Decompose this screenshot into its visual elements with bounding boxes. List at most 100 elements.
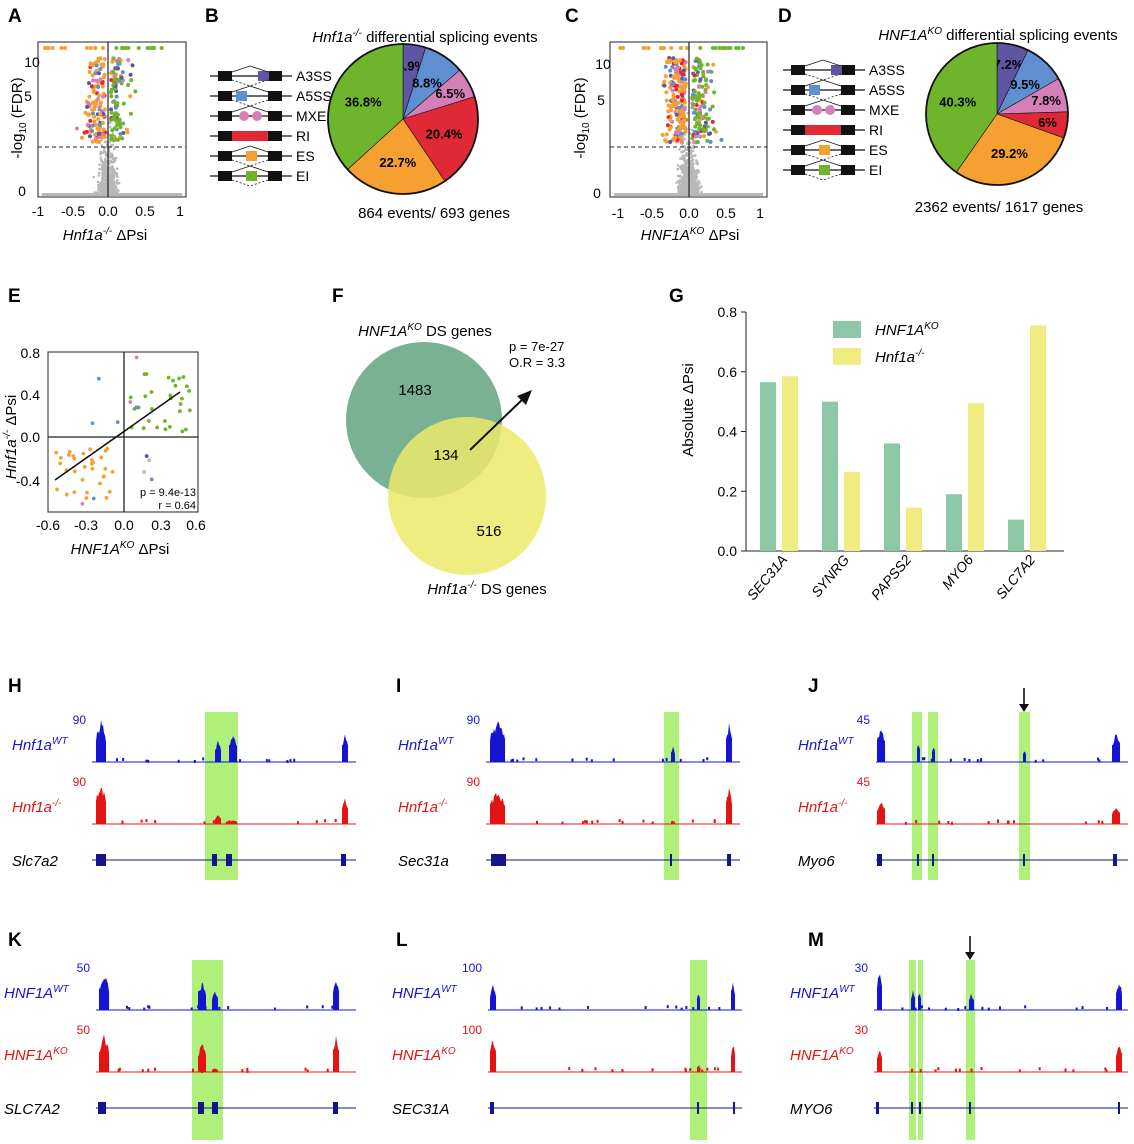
highlight-region bbox=[192, 960, 223, 1140]
scatter-point bbox=[173, 383, 178, 388]
nonsig-point bbox=[99, 156, 103, 160]
scatter-point bbox=[187, 408, 192, 413]
nonsig-point bbox=[97, 171, 101, 175]
sig-point bbox=[101, 112, 106, 117]
sig-point bbox=[670, 82, 675, 87]
sig-point bbox=[96, 85, 101, 90]
nonsig-point bbox=[692, 182, 695, 186]
pie-slice-label: 40.3% bbox=[939, 95, 976, 110]
scatter-point bbox=[163, 427, 168, 432]
sig-point bbox=[664, 90, 669, 95]
sig-point bbox=[663, 74, 668, 79]
track-panel-h: 90 Hnf1aWT 90 Hnf1a-/- Slc7a2 bbox=[12, 712, 356, 880]
coverage-peak bbox=[731, 982, 735, 1010]
sig-point bbox=[128, 72, 133, 77]
scatter-point bbox=[80, 501, 85, 506]
bar-papss2-mouse bbox=[906, 507, 922, 551]
venn-diagram-f: HNF1AKO DS genes 1483 134 516 p = 7e-27 … bbox=[346, 322, 565, 598]
event-type-ri: RI bbox=[210, 128, 310, 144]
saturated-point bbox=[84, 46, 89, 50]
sig-point bbox=[676, 100, 681, 105]
track-scale: 50 bbox=[77, 1023, 91, 1037]
sig-point bbox=[694, 56, 699, 61]
xtick: 0.5 bbox=[135, 203, 155, 219]
sig-point bbox=[662, 83, 667, 88]
sig-point bbox=[705, 62, 710, 67]
sig-point bbox=[669, 108, 674, 113]
coverage-peak bbox=[198, 982, 206, 1010]
gene-exon bbox=[1023, 854, 1025, 866]
sig-point bbox=[663, 64, 668, 69]
nonsig-point bbox=[97, 188, 100, 191]
coverage-peak bbox=[212, 1068, 218, 1072]
nonsig-point bbox=[112, 170, 116, 173]
sig-point bbox=[693, 66, 698, 71]
sig-point bbox=[695, 121, 700, 126]
nonsig-point bbox=[685, 165, 689, 169]
sig-point bbox=[691, 102, 696, 107]
sig-point bbox=[705, 85, 710, 90]
highlight-region bbox=[918, 960, 923, 1140]
nonsig-point bbox=[690, 146, 694, 150]
x-tick-label: MYO6 bbox=[939, 551, 977, 592]
scatter-point bbox=[115, 420, 120, 425]
scatter-point bbox=[96, 376, 101, 381]
sig-point bbox=[676, 129, 681, 134]
nonsig-point bbox=[98, 163, 101, 167]
sig-point bbox=[696, 96, 701, 101]
sig-point bbox=[696, 115, 701, 120]
sig-point bbox=[690, 92, 695, 97]
event-type-label: A3SS bbox=[296, 68, 332, 84]
sig-point bbox=[705, 124, 710, 129]
scatter-point bbox=[81, 451, 86, 456]
pie-outline bbox=[327, 43, 479, 195]
sig-point bbox=[662, 79, 667, 84]
sig-point bbox=[109, 107, 114, 112]
saturated-point bbox=[59, 46, 64, 50]
nonsig-point bbox=[104, 187, 108, 191]
track-panel-i: 90 Hnf1aWT 90 Hnf1a-/- Sec31a bbox=[398, 712, 740, 880]
track-sample-label: HNF1AWT bbox=[790, 984, 856, 1002]
nonsig-point bbox=[97, 184, 101, 188]
sig-point bbox=[690, 95, 695, 100]
scatter-point bbox=[184, 384, 189, 389]
nonsig-point bbox=[675, 181, 678, 184]
sig-point bbox=[668, 117, 673, 122]
xtick: 1 bbox=[756, 205, 764, 221]
nonsig-point bbox=[694, 173, 697, 177]
saturated-point bbox=[669, 46, 674, 50]
nonsig-point bbox=[686, 154, 689, 157]
sig-point bbox=[88, 118, 93, 123]
panel-label-h: H bbox=[8, 676, 22, 697]
legend-swatch bbox=[833, 348, 861, 365]
saturated-point bbox=[62, 46, 67, 50]
xtick: 0.6 bbox=[186, 517, 206, 533]
sig-point bbox=[719, 137, 724, 142]
saturated-point bbox=[710, 46, 715, 50]
sig-point bbox=[667, 60, 672, 65]
y-axis-label: Absolute ΔPsi bbox=[680, 363, 697, 456]
scatter-point bbox=[105, 446, 110, 451]
sig-point bbox=[702, 100, 707, 105]
nonsig-point bbox=[693, 185, 696, 189]
saturated-point bbox=[646, 46, 651, 50]
sig-point bbox=[96, 71, 101, 76]
sig-point bbox=[86, 81, 91, 86]
ytick: 0.0 bbox=[21, 429, 41, 445]
nonsig-point bbox=[109, 168, 112, 171]
nonsig-point bbox=[681, 178, 684, 181]
sig-point bbox=[681, 106, 686, 111]
gene-exon bbox=[212, 1102, 218, 1114]
pie-footer: 2362 events/ 1617 genes bbox=[915, 199, 1083, 216]
nonsig-point bbox=[691, 158, 695, 161]
sig-point bbox=[698, 59, 703, 64]
coverage-peak bbox=[877, 802, 885, 824]
nonsig-point bbox=[689, 149, 692, 153]
scatter-point bbox=[168, 393, 173, 398]
sig-point bbox=[96, 131, 101, 136]
enrichment-arrow bbox=[469, 395, 527, 451]
sig-point bbox=[97, 105, 102, 110]
track-sample-label: HNF1AWT bbox=[4, 984, 70, 1002]
sig-point bbox=[87, 94, 92, 99]
legend-swatch bbox=[833, 321, 861, 338]
